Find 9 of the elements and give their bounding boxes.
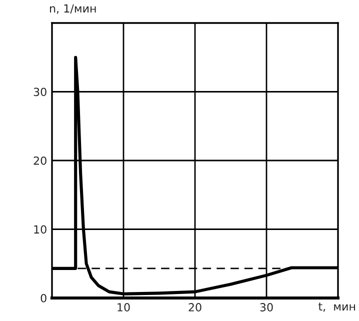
x-axis-title: t, мин bbox=[318, 302, 355, 312]
y-axis-title: n, 1/мин bbox=[50, 4, 96, 14]
y-tick-label: 30 bbox=[34, 88, 46, 96]
x-tick-label: 30 bbox=[260, 303, 273, 312]
x-tick-label: 10 bbox=[118, 303, 130, 312]
x-tick-label: 20 bbox=[188, 303, 202, 312]
y-tick-label: 0 bbox=[40, 294, 46, 302]
y-tick-label: 10 bbox=[34, 225, 46, 234]
y-tick-label: 20 bbox=[34, 156, 46, 165]
